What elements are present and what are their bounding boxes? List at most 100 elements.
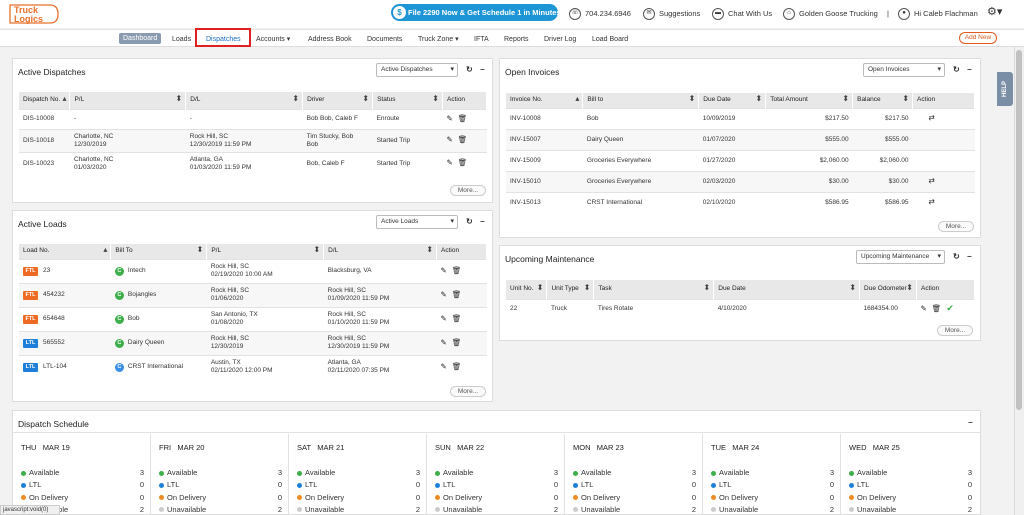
load-no[interactable]: 654648 [43, 314, 65, 322]
schedule-status-row[interactable]: Unavailable 2 [159, 505, 282, 514]
load-no[interactable]: 565552 [43, 338, 65, 346]
nav-truck-zone[interactable]: Truck Zone ▾ [418, 36, 459, 43]
col-driver[interactable]: Driver [302, 92, 374, 109]
user-menu[interactable]: ● Hi Caleb Flachman [898, 7, 978, 21]
maintenance-more-button[interactable]: More... [937, 325, 973, 336]
schedule-status-row[interactable]: On Delivery 0 [573, 493, 696, 502]
schedule-status-row[interactable]: LTL 0 [711, 480, 834, 489]
trash-icon[interactable]: 🗑 [451, 361, 462, 371]
schedule-status-row[interactable]: LTL 0 [849, 480, 972, 489]
table-row[interactable]: LTL LTL-104 C CRST International Austin, T… [19, 354, 487, 379]
refresh-icon[interactable]: ↻ [953, 252, 960, 261]
table-row[interactable]: FTL 454232 C Bojangles Rock Hill, SC 01/06/… [19, 282, 487, 307]
nav-loads[interactable]: Loads [172, 36, 192, 43]
schedule-status-row[interactable]: LTL 0 [573, 480, 696, 489]
schedule-status-row[interactable]: LTL 0 [297, 480, 420, 489]
schedule-status-row[interactable]: LTL 0 [21, 480, 144, 489]
invoice-no[interactable]: INV-15009 [506, 149, 583, 171]
schedule-day[interactable]: WED MAR 25 Available 3 LTL 0 On Delivery 0 Unav… [841, 434, 979, 514]
schedule-status-row[interactable]: LTL 0 [435, 480, 558, 489]
schedule-status-row[interactable]: Unavailable 2 [297, 505, 420, 514]
edit-icon[interactable]: ✎ [920, 303, 927, 313]
table-row[interactable]: INV-15010 Groceries Everywhere 02/03/202… [506, 170, 975, 192]
nav-accounts[interactable]: Accounts ▾ [256, 36, 291, 43]
table-row[interactable]: INV-15007 Dairy Queen 01/07/2020 $555.00… [506, 128, 975, 150]
schedule-status-row[interactable]: On Delivery 0 [159, 493, 282, 502]
schedule-status-row[interactable]: Unavailable 2 [573, 505, 696, 514]
company-link[interactable]: ⌂ Golden Goose Trucking [783, 7, 878, 21]
scrollbar-thumb[interactable] [1016, 50, 1022, 410]
schedule-status-row[interactable]: Available 3 [435, 468, 558, 477]
trash-icon[interactable]: 🗑 [457, 135, 468, 144]
table-row[interactable]: INV-15009 Groceries Everywhere 01/27/202… [506, 149, 975, 171]
load-no[interactable]: 454232 [43, 290, 65, 298]
trash-icon[interactable]: 🗑 [451, 313, 462, 323]
invoice-no[interactable]: INV-15007 [506, 128, 583, 150]
schedule-status-row[interactable]: Available 3 [711, 468, 834, 477]
loads-more-button[interactable]: More... [450, 386, 486, 397]
col-task[interactable]: Task [593, 280, 715, 299]
col-due-date[interactable]: Due Date [698, 93, 767, 108]
schedule-day[interactable]: SAT MAR 21 Available 3 LTL 0 On Delivery 0 Unav… [289, 434, 427, 514]
schedule-status-row[interactable]: Available 3 [21, 468, 144, 477]
phone-link[interactable]: ☏ 704.234.6946 [569, 7, 631, 21]
table-row[interactable]: INV-10008 Bob 10/09/2019 $217.50 $217.50… [506, 107, 975, 129]
table-row[interactable]: LTL 565552 C Dairy Queen Rock Hill, SC 12/3… [19, 330, 487, 355]
edit-icon[interactable]: ✎ [446, 113, 453, 123]
trash-icon[interactable]: 🗑 [451, 337, 462, 347]
col-status[interactable]: Status [372, 92, 443, 109]
add-new-button[interactable]: Add New [959, 32, 997, 44]
nav-address-book[interactable]: Address Book [308, 36, 352, 43]
receive-payment-icon[interactable]: ⇄ [928, 113, 935, 122]
col-dl[interactable]: D/L [185, 92, 304, 109]
table-row[interactable]: DIS-10023 Charlotte, NC 01/03/2020 Atlant… [19, 151, 487, 175]
collapse-icon[interactable]: − [967, 252, 972, 261]
loads-filter-select[interactable]: Active Loads [376, 215, 458, 229]
nav-load-board[interactable]: Load Board [592, 36, 629, 43]
truck-logics-logo[interactable]: Truck Logics [8, 3, 60, 25]
trash-icon[interactable]: 🗑 [451, 289, 462, 299]
schedule-status-row[interactable]: Available 3 [297, 468, 420, 477]
collapse-icon[interactable]: − [480, 65, 485, 74]
schedule-status-row[interactable]: Available 3 [573, 468, 696, 477]
invoices-filter-select[interactable]: Open Invoices [863, 63, 945, 77]
col-due-date[interactable]: Due Date [713, 280, 861, 299]
schedule-status-row[interactable]: Unavailable 2 [711, 505, 834, 514]
col-load-no[interactable]: Load No. [19, 244, 112, 259]
nav-reports[interactable]: Reports [504, 36, 529, 43]
table-row[interactable]: DIS-10018 Charlotte, NC 12/30/2019 Rock H… [19, 128, 487, 152]
collapse-icon[interactable]: − [968, 418, 973, 427]
refresh-icon[interactable]: ↻ [466, 217, 473, 226]
col-balance[interactable]: Balance [852, 93, 914, 108]
load-no[interactable]: 23 [43, 266, 51, 274]
col-due-odometer[interactable]: Due Odometer [859, 280, 917, 299]
schedule-status-row[interactable]: On Delivery 0 [711, 493, 834, 502]
schedule-status-row[interactable]: On Delivery 0 [435, 493, 558, 502]
schedule-status-row[interactable]: On Delivery 0 [21, 493, 144, 502]
load-no[interactable]: LTL-104 [43, 362, 67, 370]
schedule-status-row[interactable]: Available 3 [849, 468, 972, 477]
nav-driver-log[interactable]: Driver Log [544, 36, 577, 43]
nav-dispatches[interactable]: Dispatches [206, 36, 241, 43]
collapse-icon[interactable]: − [967, 65, 972, 74]
schedule-day[interactable]: TUE MAR 24 Available 3 LTL 0 On Delivery 0 Unav… [703, 434, 841, 514]
table-row[interactable]: FTL 23 C Intech Rock Hill, SC 02/19/2020 10… [19, 258, 487, 283]
edit-icon[interactable]: ✎ [440, 265, 447, 275]
schedule-status-row[interactable]: Unavailable 2 [435, 505, 558, 514]
refresh-icon[interactable]: ↻ [953, 65, 960, 74]
dispatch-no[interactable]: DIS-10018 [19, 128, 70, 152]
invoice-no[interactable]: INV-15010 [506, 170, 583, 192]
col-invoice-no[interactable]: Invoice No. [506, 93, 584, 108]
trash-icon[interactable]: 🗑 [457, 113, 468, 123]
col-unit-type[interactable]: Unit Type [546, 280, 595, 299]
table-row[interactable]: FTL 654648 C Bob San Antonio, TX 01/08/2020… [19, 306, 487, 331]
dispatch-no[interactable]: DIS-10008 [19, 108, 70, 129]
edit-icon[interactable]: ✎ [446, 158, 453, 168]
edit-icon[interactable]: ✎ [440, 337, 447, 347]
dispatch-no[interactable]: DIS-10023 [19, 151, 70, 175]
receive-payment-icon[interactable]: ⇄ [928, 176, 935, 185]
schedule-status-row[interactable]: Unavailable 2 [849, 505, 972, 514]
gear-icon[interactable]: ⚙▾ [987, 6, 1003, 18]
trash-icon[interactable]: 🗑 [457, 158, 468, 168]
